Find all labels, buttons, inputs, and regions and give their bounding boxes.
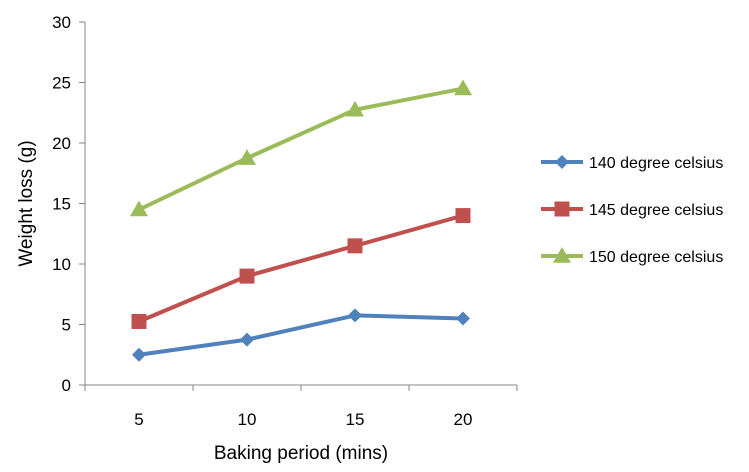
y-tick-label: 30	[52, 13, 71, 32]
legend-item: 150 degree celsius	[541, 247, 723, 266]
legend-item: 145 degree celsius	[541, 201, 723, 219]
x-tick-label: 20	[454, 410, 473, 429]
legend-label: 140 degree celsius	[589, 155, 723, 172]
data-point	[238, 149, 256, 165]
legend: 140 degree celsius 145 degree celsius 150 …	[541, 155, 723, 266]
series-line	[137, 213, 465, 324]
legend-item: 140 degree celsius	[541, 155, 723, 172]
y-tick-label: 15	[52, 195, 71, 214]
y-tick-label: 20	[52, 134, 71, 153]
series-3	[130, 79, 472, 217]
series-2	[131, 208, 471, 329]
y-tick-label: 25	[52, 74, 71, 93]
x-tick-label: 10	[238, 410, 257, 429]
data-point	[239, 268, 255, 284]
y-tick-label: 10	[52, 255, 71, 274]
y-tick-label: 5	[62, 316, 71, 335]
data-point	[346, 100, 364, 117]
x-tick-label: 15	[346, 410, 365, 429]
x-tick-label: 5	[134, 410, 143, 429]
data-point	[348, 308, 362, 323]
axes: 0 5 10 15 20 25 30 5 10 15 20	[52, 13, 518, 429]
data-point	[347, 238, 363, 254]
x-axis-ticks: 5 10 15 20	[84, 385, 518, 429]
data-point	[130, 200, 148, 217]
legend-label: 150 degree celsius	[589, 249, 723, 266]
series-layer	[130, 79, 472, 362]
legend-label: 145 degree celsius	[589, 202, 723, 219]
data-point	[454, 79, 472, 96]
data-point	[131, 313, 147, 329]
y-axis-ticks: 0 5 10 15 20 25 30	[52, 13, 85, 395]
series-line	[137, 86, 465, 212]
data-point	[455, 208, 471, 224]
legend-marker	[553, 247, 571, 263]
data-point	[240, 332, 254, 347]
y-tick-label: 0	[62, 376, 71, 395]
series-line	[137, 313, 465, 357]
y-axis-title: Weight loss (g)	[16, 140, 37, 266]
data-point	[456, 311, 470, 326]
legend-marker	[554, 201, 570, 217]
legend-marker	[555, 155, 569, 169]
series-1	[132, 308, 470, 362]
data-point	[132, 347, 146, 362]
x-axis-title: Baking period (mins)	[214, 443, 388, 464]
